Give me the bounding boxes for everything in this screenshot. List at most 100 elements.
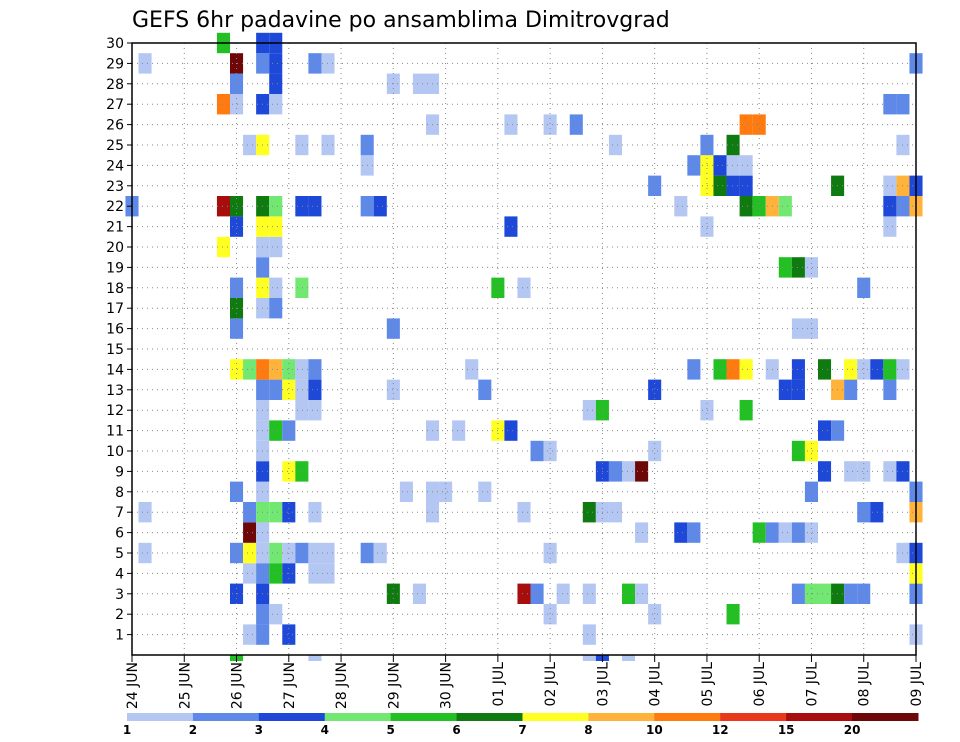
heatmap-cell-m22-10: [739, 196, 753, 217]
legend-swatch: [786, 713, 853, 721]
heatmap-cell-m12-2: [308, 400, 322, 421]
heatmap-cell-m13-4: [308, 379, 322, 400]
legend-swatch: [720, 713, 787, 721]
heatmap-cells: [125, 32, 923, 661]
x-tick-label: 28 JUN: [334, 662, 350, 709]
heatmap-cell-m1-3: [582, 624, 596, 645]
heatmap-cell-m18-0: [230, 277, 244, 298]
x-tick-label: 04 JUL: [648, 662, 664, 707]
y-tick-label: 3: [115, 587, 124, 603]
heatmap-cell-m13-6: [478, 379, 492, 400]
heatmap-cell-m3-14: [844, 583, 858, 604]
heatmap-cell-m6-0: [243, 522, 257, 543]
heatmap-cell-m7-0: [138, 502, 152, 523]
heatmap-cell-m7-12: [870, 502, 884, 523]
heatmap-cell-m13-11: [844, 379, 858, 400]
heatmap-cell-m29-3: [269, 53, 283, 74]
heatmap-cell-m13-12: [883, 379, 897, 400]
heatmap-cell-m3-3: [412, 583, 426, 604]
heatmap-cell-m3-4: [517, 583, 531, 604]
heatmap-cell-m11-1: [269, 420, 283, 441]
heatmap-cell-m14-4: [282, 359, 296, 380]
heatmap-cell-m5-2: [243, 542, 257, 564]
heatmap-cell-m9-6: [635, 461, 649, 482]
y-tick-label: 17: [106, 301, 124, 317]
heatmap-cell-m13-2: [282, 379, 296, 400]
legend-swatch: [852, 713, 919, 721]
heatmap-cell-m26-4: [739, 114, 753, 135]
heatmap-cell-m24-1: [687, 155, 701, 176]
heatmap-cell-m6-5: [752, 522, 766, 543]
heatmap-cell-m9-2: [295, 461, 309, 482]
heatmap-cell-m26-2: [543, 114, 557, 135]
heatmap-cell-m24-5: [739, 155, 753, 176]
heatmap-cell-m25-3: [321, 134, 335, 156]
heatmap-cell-m18-3: [295, 277, 309, 298]
heatmap-cell-m14-16: [857, 359, 871, 380]
heatmap-cell-m2-1: [269, 604, 283, 625]
heatmap-cell-edge-2: [582, 655, 596, 661]
heatmap-cell-m21-0: [230, 216, 244, 237]
heatmap-cell-m6-2: [635, 522, 649, 543]
heatmap-cell-m13-8: [778, 379, 792, 400]
heatmap-cell-m23-0: [648, 175, 662, 196]
x-tick-label: 30 JUN: [439, 662, 455, 709]
legend-label: 6: [452, 723, 460, 737]
y-tick-label: 8: [115, 485, 124, 501]
x-tick-label: 24 JUN: [125, 662, 141, 709]
heatmap-cell-m11-6: [504, 420, 518, 441]
legend-swatch: [127, 713, 194, 721]
y-tick-label: 25: [106, 138, 124, 154]
heatmap-cell-m24-4: [726, 155, 740, 176]
y-tick-label: 21: [106, 220, 124, 236]
heatmap-cell-m19-3: [804, 257, 818, 278]
heatmap-cell-m13-3: [295, 379, 309, 400]
heatmap-cell-m14-0: [230, 359, 244, 380]
heatmap-cell-m23-6: [883, 175, 897, 196]
heatmap-cell-m12-1: [295, 400, 309, 421]
legend-swatch: [654, 713, 721, 721]
heatmap-cell-m3-10: [791, 583, 805, 604]
heatmap-cell-m29-0: [138, 53, 152, 74]
legend-label: 10: [646, 723, 663, 737]
heatmap-cell-m18-2: [269, 277, 283, 298]
heatmap-cell-m7-3: [269, 502, 283, 523]
heatmap-cell-m1-0: [243, 624, 257, 645]
x-tick-label: 02 JUL: [543, 662, 559, 707]
heatmap-cell-m14-14: [818, 359, 832, 380]
heatmap-cell-m3-7: [582, 583, 596, 604]
y-tick-label: 16: [106, 322, 124, 338]
heatmap-cell-m14-1: [243, 359, 257, 380]
heatmap-cell-m12-6: [739, 400, 753, 421]
heatmap-cell-m22-9: [674, 196, 688, 217]
heatmap-cell-m5-8: [321, 542, 335, 564]
heatmap-cell-m5-10: [373, 542, 387, 564]
y-tick-label: 27: [106, 97, 124, 113]
heatmap-cell-m26-3: [569, 114, 583, 135]
heatmap-cell-m9-7: [818, 461, 832, 482]
heatmap-cell-m13-7: [648, 379, 662, 400]
color-legend: 1 2 3 4 5 6 7 8 10 12 15 20: [123, 713, 919, 737]
heatmap-cell-m13-1: [269, 379, 283, 400]
heatmap-cell-m22-4: [269, 196, 283, 217]
heatmap-cell-m10-3: [648, 440, 662, 462]
heatmap-cell-m25-0: [243, 134, 257, 156]
heatmap-cell-m7-10: [608, 502, 622, 523]
y-tick-label: 11: [106, 424, 124, 440]
heatmap-cell-m20-0: [216, 236, 230, 258]
x-tick-label: 26 JUN: [230, 662, 246, 709]
x-tick-label: 03 JUL: [595, 662, 611, 707]
heatmap-cell-m6-3: [674, 522, 688, 543]
x-tick-label: 25 JUN: [177, 662, 193, 709]
legend-swatch: [192, 713, 260, 721]
x-tick-label: 06 JUL: [752, 662, 768, 707]
y-tick-label: 9: [115, 464, 124, 480]
y-tick-label: 23: [106, 179, 124, 195]
legend-label: 7: [518, 723, 526, 737]
heatmap-cell-m14-13: [791, 359, 805, 380]
heatmap-cell-m13-5: [386, 379, 400, 400]
heatmap-cell-m21-4: [700, 216, 714, 237]
legend-swatch: [456, 713, 523, 721]
heatmap-cell-m14-6: [308, 359, 322, 380]
legend-swatch: [390, 713, 458, 721]
